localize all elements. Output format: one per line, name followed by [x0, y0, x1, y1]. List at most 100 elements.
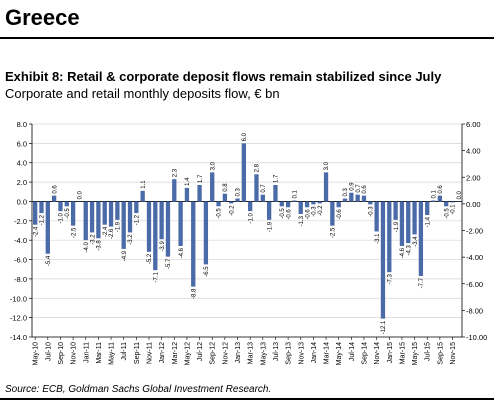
data-label: 0.0 — [457, 190, 463, 199]
bar — [140, 190, 145, 202]
page-title: Greece — [5, 5, 80, 30]
data-label: 0.9 — [350, 182, 356, 191]
y-tick-label: -6.0 — [14, 256, 27, 265]
bar — [317, 201, 322, 204]
bar — [393, 201, 398, 220]
y2-tick-label: -10.00 — [466, 333, 487, 342]
bar — [197, 184, 202, 202]
x-tick-label: Jul-12 — [197, 342, 204, 361]
data-label: 0.6 — [438, 185, 444, 194]
bar — [89, 201, 95, 233]
data-label: -1.3 — [299, 215, 305, 226]
y-tick-label: 0.0 — [17, 197, 27, 206]
data-label: 1.1 — [141, 180, 147, 189]
bar — [121, 201, 126, 249]
data-label: -2.4 — [33, 226, 39, 237]
data-label: -4.9 — [122, 250, 128, 261]
bar — [330, 201, 335, 226]
bar — [254, 174, 259, 202]
data-label: 0.3 — [343, 188, 349, 197]
x-tick-label: Jan-12 — [159, 342, 166, 364]
x-tick-label: Nov-15 — [450, 342, 457, 365]
data-label: -5.4 — [46, 255, 52, 266]
bar — [96, 201, 101, 239]
x-tick-label: Mar-14 — [324, 342, 331, 364]
exhibit-title: Exhibit 8: Retail & corporate deposit fl… — [5, 69, 442, 84]
y-tick-label: -14.0 — [10, 333, 27, 342]
bars — [33, 143, 461, 319]
x-tick-label: May-10 — [33, 342, 40, 365]
x-tick-label: Mar-12 — [172, 342, 179, 364]
bar — [216, 201, 221, 207]
y2-tick-label: 6.00 — [466, 120, 481, 129]
data-label: -2.4 — [103, 226, 109, 237]
data-label: -4.6 — [400, 247, 406, 258]
bar — [178, 201, 183, 246]
data-label: -3.9 — [160, 241, 166, 252]
data-label: -4.0 — [84, 242, 90, 253]
y-tick-label: 4.0 — [17, 159, 27, 168]
source-note: Source: ECB, Goldman Sachs Global Invest… — [5, 384, 272, 395]
x-tick-label: May-14 — [336, 342, 343, 365]
x-tick-label: Jul-11 — [121, 342, 128, 361]
x-tick-label: Sep-13 — [286, 342, 293, 365]
bar — [285, 201, 291, 208]
data-label: 0.6 — [362, 185, 368, 194]
bar — [134, 201, 139, 214]
data-label: -1.4 — [425, 216, 431, 227]
title-divider — [0, 37, 494, 39]
data-label: -1.0 — [248, 212, 254, 223]
bar — [229, 201, 234, 204]
data-label: 1.7 — [274, 174, 280, 183]
bar — [387, 201, 392, 273]
bar — [58, 201, 63, 212]
data-label: -0.2 — [229, 205, 235, 216]
bar — [444, 201, 449, 207]
data-label: -5.2 — [147, 253, 153, 264]
x-tick-label: Nov-10 — [71, 342, 78, 365]
bar — [210, 172, 215, 202]
bar — [399, 201, 405, 246]
data-label: -2.6 — [109, 228, 115, 239]
data-label: 1.4 — [185, 177, 191, 186]
x-tick-label: Jan-15 — [387, 342, 394, 364]
x-tick-label: Jul-14 — [349, 342, 356, 361]
x-tick-label: Nov-12 — [222, 342, 229, 365]
y-tick-label: 2.0 — [17, 178, 27, 187]
data-label: -1.9 — [394, 221, 400, 232]
bar — [45, 201, 50, 254]
data-label: -3.8 — [97, 240, 103, 251]
x-tick-label: Jul-13 — [273, 342, 280, 361]
bottom-divider — [0, 398, 494, 400]
bar — [323, 172, 329, 202]
data-label: -1.9 — [267, 221, 273, 232]
y-tick-label: 6.0 — [17, 139, 27, 148]
x-tick-label: Sep-12 — [210, 342, 217, 365]
data-label: -8.8 — [191, 288, 197, 299]
data-label: -7.3 — [387, 273, 393, 284]
bar — [292, 200, 297, 202]
y-tick-label: 8.0 — [17, 120, 27, 129]
y2-tick-label: -4.00 — [466, 253, 483, 262]
x-tick-label: Sep-10 — [58, 342, 65, 365]
bar — [153, 201, 158, 271]
bar — [146, 201, 152, 252]
data-label: -3.1 — [375, 233, 381, 244]
data-label: -0.6 — [286, 209, 292, 220]
bar — [102, 201, 107, 225]
data-label: 6.0 — [242, 132, 248, 141]
x-tick-label: Sep-11 — [134, 342, 141, 364]
data-label: 0.6 — [52, 185, 58, 194]
x-tick-label: Mar-13 — [248, 342, 255, 364]
bar — [51, 195, 57, 202]
bar — [222, 193, 228, 202]
x-tick-label: Jan-13 — [235, 342, 242, 364]
data-label: -0.1 — [451, 204, 457, 215]
data-label: 2.3 — [172, 168, 178, 177]
x-tick-label: Mar-11 — [96, 342, 103, 364]
data-labels: -2.4-1.2-5.40.6-1.0 -0.5-2.50.0-4.0-3.2-3… — [33, 132, 463, 334]
bar — [431, 200, 436, 202]
bar — [279, 201, 284, 207]
data-label: -6.5 — [204, 266, 210, 277]
x-tick-label: Nov-14 — [374, 342, 381, 365]
